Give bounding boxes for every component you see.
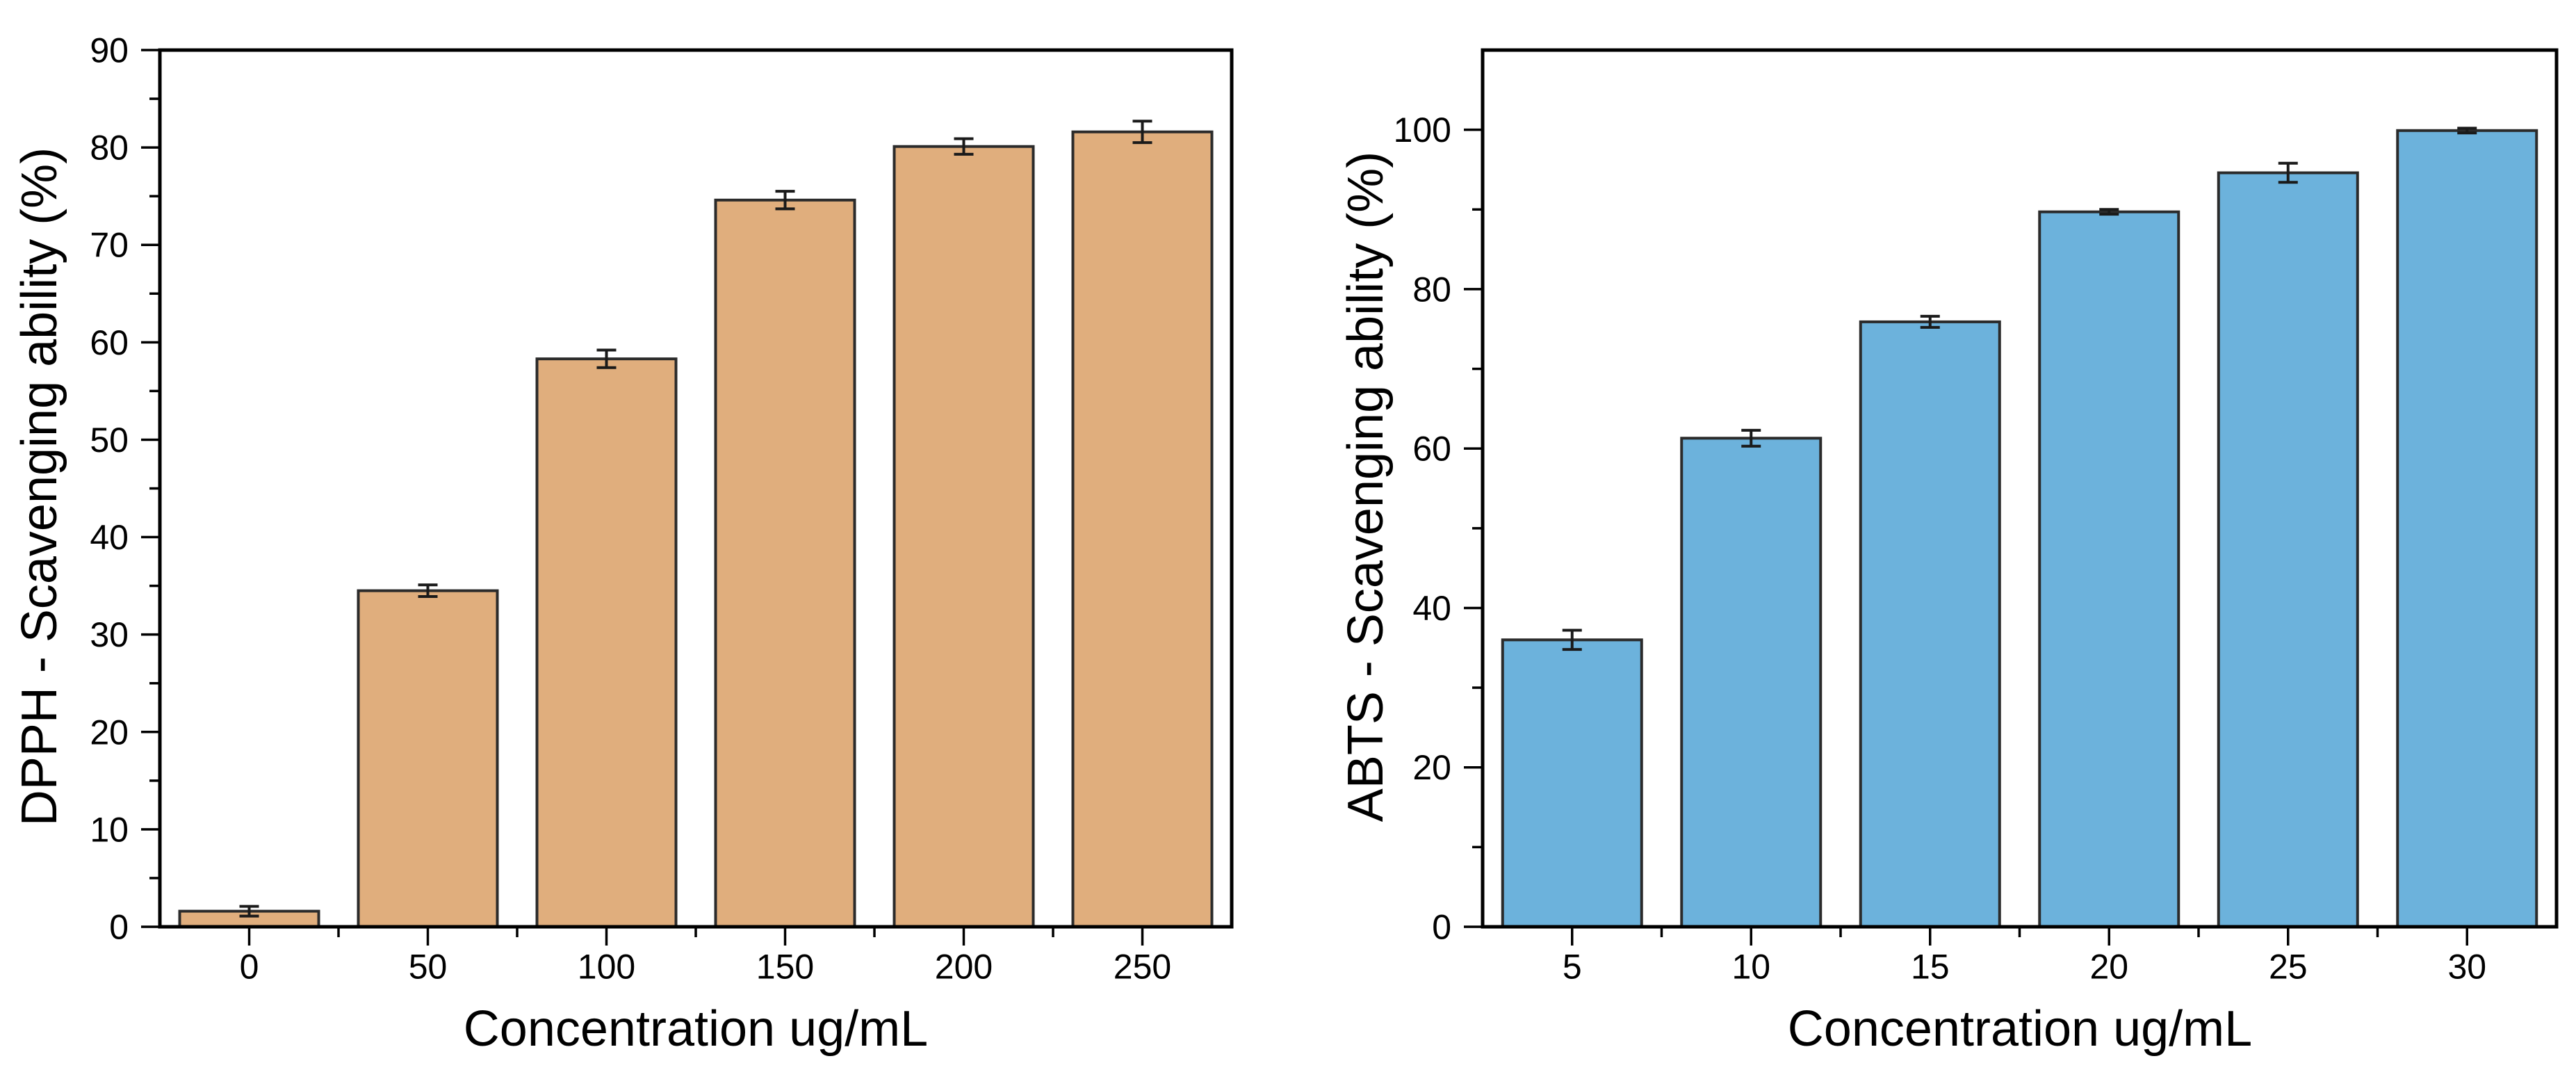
y-tick-label-60: 60 (90, 323, 129, 362)
y-tick-label-30: 30 (90, 615, 129, 654)
abts-chart-panel: 0 20 40 60 80 100 5 10 15 20 25 30 ABTS - Scavengin… (1288, 0, 2576, 1070)
y-tick-label-60: 60 (1412, 430, 1451, 469)
y-tick-label-50: 50 (90, 421, 129, 460)
x-tick-label-250: 250 (1114, 948, 1171, 987)
y-tick-label-70: 70 (90, 226, 129, 265)
bar-10 (1680, 437, 1823, 928)
bar-100 (535, 357, 678, 928)
x-tick-label-150: 150 (756, 948, 814, 987)
bar-5 (1501, 638, 1643, 928)
y-tick-label-80: 80 (1412, 270, 1451, 309)
y-tick-label-100: 100 (1394, 111, 1451, 149)
plot-frame (158, 48, 1234, 929)
dpph-bar-chart: 0 10 20 30 40 50 60 70 80 90 0 50 100 150 200 250 (90, 31, 1234, 987)
bar-250 (1071, 130, 1214, 928)
x-tick-label-20: 20 (2089, 948, 2128, 987)
dpph-y-axis-title: DPPH - Scavenging ability (%) (12, 147, 67, 827)
bar-30 (2396, 129, 2538, 929)
x-tick-label-50: 50 (409, 948, 448, 987)
bar-200 (892, 145, 1035, 929)
plot-frame (1481, 48, 2559, 929)
abts-bar-chart: 0 20 40 60 80 100 5 10 15 20 25 30 (1394, 48, 2559, 987)
dpph-x-axis-title: Concentration ug/mL (463, 1001, 929, 1057)
bar-150 (714, 198, 856, 928)
x-tick-label-100: 100 (578, 948, 635, 987)
abts-x-axis-title: Concentration ug/mL (1787, 1001, 2253, 1057)
x-tick-label-25: 25 (2269, 948, 2308, 987)
y-tick-label-80: 80 (90, 129, 129, 168)
y-tick-label-10: 10 (90, 810, 129, 849)
y-tick-label-40: 40 (1412, 589, 1451, 628)
x-tick-label-30: 30 (2447, 948, 2486, 987)
x-tick-label-10: 10 (1731, 948, 1770, 987)
y-tick-label-90: 90 (90, 31, 129, 70)
x-tick-label-5: 5 (1563, 948, 1582, 987)
bar-50 (357, 589, 499, 928)
bar-20 (2038, 210, 2180, 929)
bar-25 (2217, 171, 2359, 928)
bar-15 (1859, 320, 2001, 929)
y-tick-label-20: 20 (90, 713, 129, 752)
y-tick-label-0: 0 (1432, 908, 1451, 947)
y-tick-label-20: 20 (1412, 748, 1451, 787)
y-tick-label-40: 40 (90, 518, 129, 557)
x-tick-label-200: 200 (935, 948, 993, 987)
x-tick-label-0: 0 (240, 948, 259, 987)
y-tick-label-0: 0 (109, 908, 129, 947)
dpph-chart-panel: 0 10 20 30 40 50 60 70 80 90 0 50 100 150 200 250 DPPH … (12, 31, 1234, 1057)
abts-y-axis-title: ABTS - Scavenging ability (%) (1338, 151, 1394, 822)
x-tick-label-15: 15 (1911, 948, 1950, 987)
